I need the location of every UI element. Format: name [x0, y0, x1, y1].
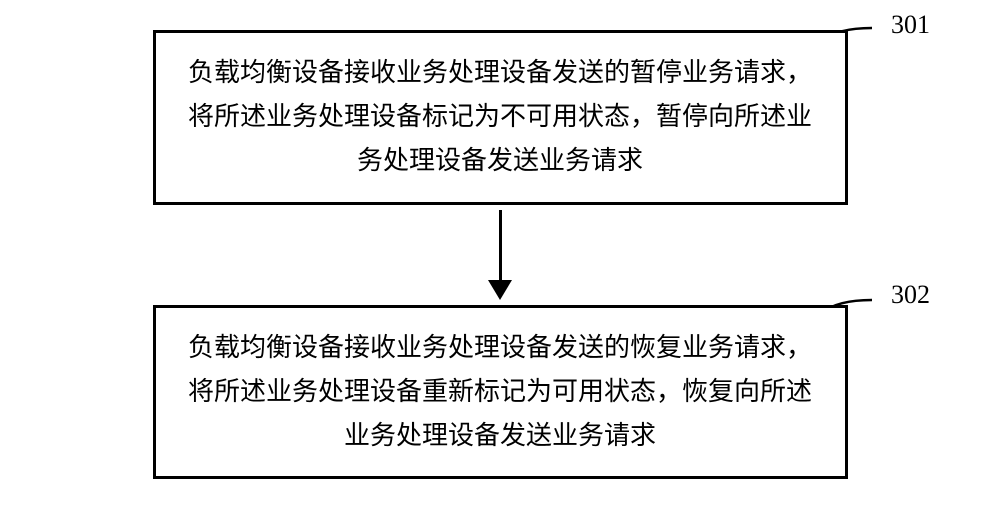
node-label-302: 302 — [891, 280, 930, 310]
flowchart-node-301: 负载均衡设备接收业务处理设备发送的暂停业务请求，将所述业务处理设备标记为不可用状… — [153, 30, 848, 205]
node-label-301: 301 — [891, 10, 930, 40]
arrow-line — [499, 210, 502, 280]
arrow-head-icon — [488, 280, 512, 300]
node-text-302: 负载均衡设备接收业务处理设备发送的恢复业务请求，将所述业务处理设备重新标记为可用… — [188, 333, 812, 450]
flowchart-node-302: 负载均衡设备接收业务处理设备发送的恢复业务请求，将所述业务处理设备重新标记为可用… — [153, 305, 848, 480]
flowchart-arrow — [488, 205, 512, 305]
flowchart-container: 负载均衡设备接收业务处理设备发送的暂停业务请求，将所述业务处理设备标记为不可用状… — [0, 0, 1000, 530]
node-text-301: 负载均衡设备接收业务处理设备发送的暂停业务请求，将所述业务处理设备标记为不可用状… — [188, 58, 812, 175]
